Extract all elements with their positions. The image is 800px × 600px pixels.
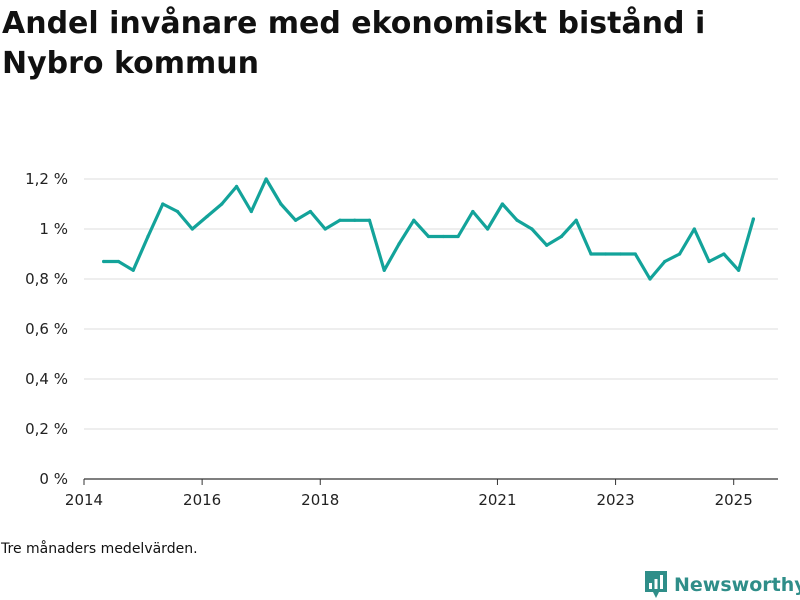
x-tick-label: 2018	[301, 491, 339, 509]
data-point	[264, 177, 268, 181]
series-layer	[102, 177, 756, 281]
y-tick-label: 0,6 %	[25, 320, 68, 338]
data-point	[574, 218, 578, 222]
data-point	[486, 227, 490, 231]
data-point	[707, 259, 711, 264]
data-point	[471, 209, 475, 214]
data-point	[618, 252, 623, 256]
data-point	[692, 227, 696, 231]
data-point	[456, 234, 460, 239]
data-point	[234, 184, 239, 189]
brand-logo[interactable]: Newsworthy	[644, 570, 800, 600]
data-point	[382, 268, 386, 272]
x-tick-label: 2025	[715, 491, 753, 509]
data-point	[323, 227, 327, 231]
x-tick-label: 2021	[478, 491, 516, 509]
y-tick-label: 0,2 %	[25, 420, 68, 438]
data-point	[722, 252, 726, 256]
data-point	[441, 234, 445, 239]
data-point	[633, 252, 637, 256]
chart-title: Andel invånare med ekonomiskt bistånd i …	[2, 6, 706, 81]
data-point	[294, 218, 298, 222]
data-point	[131, 268, 135, 272]
x-tick-label: 2023	[596, 491, 634, 509]
x-tick-label: 2016	[183, 491, 221, 509]
data-point	[175, 209, 180, 214]
data-point	[279, 202, 283, 206]
y-axis: 0 % 0,2 % 0,4 % 0,6 % 0,8 % 1 % 1,2 %	[25, 170, 68, 488]
data-point	[677, 252, 682, 256]
data-point	[161, 202, 165, 206]
y-tick-label: 1,2 %	[25, 170, 68, 188]
line-chart: 0 % 0,2 % 0,4 % 0,6 % 0,8 % 1 % 1,2 % 2014 2016…	[25, 170, 778, 509]
data-point	[500, 202, 504, 206]
data-point	[102, 259, 106, 264]
data-point	[545, 243, 549, 247]
data-point	[515, 218, 519, 222]
data-point	[205, 214, 209, 219]
data-point	[663, 259, 667, 264]
data-point	[308, 209, 313, 214]
y-tick-label: 1 %	[39, 220, 68, 238]
brand-name: Newsworthy	[674, 574, 800, 596]
data-point	[146, 234, 150, 239]
data-point	[116, 259, 121, 264]
footnote: Tre månaders medelvärden.	[1, 541, 198, 557]
data-point	[190, 227, 194, 231]
data-point	[353, 218, 357, 222]
data-point	[604, 252, 608, 256]
data-point	[648, 277, 652, 281]
grid-lines	[84, 178, 778, 430]
data-point	[737, 268, 741, 272]
data-point	[367, 218, 372, 222]
data-point	[338, 218, 342, 222]
y-tick-label: 0,4 %	[25, 370, 68, 388]
data-point	[589, 252, 593, 256]
data-point	[559, 234, 564, 239]
x-tick-label: 2014	[65, 491, 103, 509]
data-point	[426, 234, 431, 239]
data-point	[412, 218, 416, 222]
data-point	[397, 242, 401, 246]
data-point	[249, 209, 253, 214]
y-tick-label: 0 %	[39, 470, 68, 488]
data-point	[751, 217, 755, 221]
data-point	[220, 202, 224, 206]
y-tick-label: 0,8 %	[25, 270, 68, 288]
newsworthy-logo-icon	[645, 571, 667, 598]
data-point	[530, 227, 534, 231]
x-axis: 2014 2016 2018 2021 2023 2025	[65, 478, 778, 509]
